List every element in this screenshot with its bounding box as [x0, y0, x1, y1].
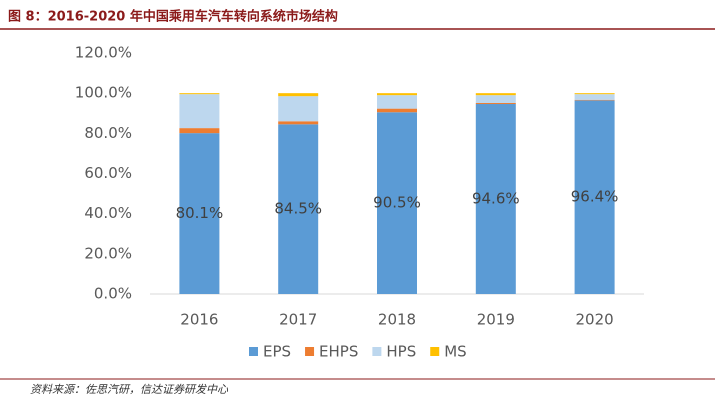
y-tick-label: 40.0% [84, 204, 132, 222]
data-label: 80.1% [176, 204, 224, 222]
bar-segment [179, 93, 220, 95]
bar-segment [475, 104, 516, 295]
legend-label: EHPS [319, 343, 358, 361]
legend-label: HPS [386, 343, 416, 361]
bar-segment [574, 99, 615, 101]
bar-segment [574, 94, 615, 100]
bar-segment [377, 95, 417, 109]
y-tick-label: 80.0% [84, 124, 132, 142]
data-label: 94.6% [472, 190, 520, 208]
legend-swatch [305, 347, 315, 356]
bar-segment [377, 108, 417, 113]
chart-title: 图 8：2016-2020 年中国乘用车汽车转向系统市场结构 [8, 9, 338, 25]
bar-segment [278, 93, 319, 97]
bar-segment [475, 103, 516, 105]
legend-swatch [372, 347, 382, 356]
y-tick-label: 20.0% [84, 244, 132, 262]
legend-label: MS [444, 343, 466, 361]
data-label: 96.4% [571, 188, 619, 206]
bar-segment [377, 112, 417, 294]
bar-segment [179, 128, 220, 134]
bar-segment [574, 93, 615, 95]
bar-segment [278, 96, 319, 122]
legend-swatch [430, 347, 440, 356]
x-tick-label: 2020 [576, 311, 614, 329]
bar-segment [179, 94, 220, 129]
data-label: 90.5% [373, 194, 421, 212]
bar-segment [475, 95, 516, 104]
bar-segment [278, 124, 319, 294]
y-tick-label: 120.0% [75, 44, 132, 62]
x-tick-label: 2017 [279, 311, 317, 329]
bar-segment [377, 93, 417, 96]
bar-segment [574, 100, 615, 294]
bar-segment [475, 93, 516, 96]
y-tick-label: 0.0% [94, 285, 132, 303]
x-tick-label: 2018 [378, 311, 416, 329]
bar-segment [179, 133, 220, 294]
source: 资料来源：佐思汽研，信达证券研发中心 [30, 383, 229, 396]
y-tick-label: 60.0% [84, 164, 132, 182]
data-label: 84.5% [274, 200, 322, 218]
x-tick-label: 2019 [477, 311, 515, 329]
legend-label: EPS [263, 343, 291, 361]
bar-segment [278, 121, 319, 125]
legend-swatch [249, 347, 258, 356]
y-tick-label: 100.0% [75, 84, 132, 102]
x-tick-label: 2016 [180, 311, 218, 329]
